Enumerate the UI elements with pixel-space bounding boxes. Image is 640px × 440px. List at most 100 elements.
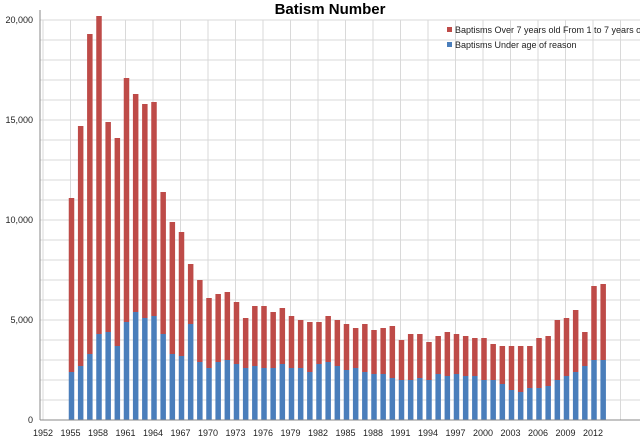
bars <box>68 16 606 420</box>
x-tick-label: 2000 <box>473 428 493 438</box>
y-tick-labels: 0 5,000 10,000 15,000 20,000 <box>5 15 33 425</box>
chart-title: Batism Number <box>275 1 386 18</box>
bar-under-age-of-reason <box>582 366 588 420</box>
bar-under-age-of-reason <box>343 370 350 420</box>
legend-swatch <box>447 42 452 47</box>
x-tick-label: 1976 <box>253 428 273 438</box>
bar-under-age-of-reason <box>142 318 148 420</box>
x-tick-label: 1991 <box>390 428 410 438</box>
bar-under-age-of-reason <box>87 354 93 420</box>
bar-under-age-of-reason <box>316 364 322 420</box>
bar-under-age-of-reason <box>499 384 506 420</box>
bar-over-7-years <box>96 16 102 334</box>
x-tick-label: 1979 <box>280 428 300 438</box>
x-tick-label: 2006 <box>528 428 548 438</box>
bar-over-7-years <box>398 340 405 380</box>
bar-over-7-years <box>87 34 93 354</box>
bar-under-age-of-reason <box>435 374 441 420</box>
bar-under-age-of-reason <box>252 366 258 420</box>
bar-under-age-of-reason <box>160 334 166 420</box>
bar-under-age-of-reason <box>169 354 176 420</box>
bar-under-age-of-reason <box>554 380 561 420</box>
bar-under-age-of-reason <box>206 368 212 420</box>
bar-over-7-years <box>215 294 221 362</box>
x-tick-label: 1988 <box>363 428 383 438</box>
bar-over-7-years <box>499 346 506 384</box>
bar-under-age-of-reason <box>362 372 368 420</box>
x-tick-label: 2012 <box>583 428 603 438</box>
legend-label: Baptisms Over 7 years old From 1 to 7 ye… <box>455 25 640 35</box>
x-tick-label: 1994 <box>418 428 438 438</box>
bar-over-7-years <box>545 336 551 386</box>
bar-under-age-of-reason <box>417 378 423 420</box>
bar-under-age-of-reason <box>96 334 102 420</box>
x-tick-label: 1952 <box>33 428 53 438</box>
bar-over-7-years <box>252 306 258 366</box>
bar-under-age-of-reason <box>600 360 606 420</box>
bar-under-age-of-reason <box>517 392 524 420</box>
bar-under-age-of-reason <box>270 368 276 420</box>
bar-over-7-years <box>508 346 515 390</box>
bar-under-age-of-reason <box>215 362 221 420</box>
bar-under-age-of-reason <box>178 356 185 420</box>
bar-under-age-of-reason <box>261 368 267 420</box>
bar-over-7-years <box>261 306 267 368</box>
bar-over-7-years <box>316 322 322 364</box>
bar-under-age-of-reason <box>453 374 460 420</box>
y-tick-label: 20,000 <box>5 15 33 25</box>
bar-over-7-years <box>334 320 341 366</box>
bar-over-7-years <box>591 286 597 360</box>
bar-under-age-of-reason <box>490 380 496 420</box>
legend-swatch <box>447 27 452 32</box>
bar-under-age-of-reason <box>325 362 331 420</box>
bar-over-7-years <box>536 338 542 388</box>
bar-over-7-years <box>582 332 588 366</box>
bar-over-7-years <box>481 338 487 380</box>
bar-under-age-of-reason <box>398 380 405 420</box>
bar-under-age-of-reason <box>426 380 432 420</box>
bar-under-age-of-reason <box>288 368 295 420</box>
x-tick-label: 1958 <box>88 428 108 438</box>
bar-under-age-of-reason <box>224 360 231 420</box>
bar-under-age-of-reason <box>334 366 341 420</box>
x-tick-labels: 1952 1955 1958 1961 1964 1967 1970 1973 1976 1979… <box>33 428 603 438</box>
bar-under-age-of-reason <box>105 332 111 420</box>
bar-over-7-years <box>114 138 121 346</box>
x-tick-label: 1970 <box>198 428 218 438</box>
bar-over-7-years <box>197 280 203 362</box>
bar-over-7-years <box>325 316 331 362</box>
bar-under-age-of-reason <box>114 346 121 420</box>
bar-over-7-years <box>169 222 176 354</box>
bar-over-7-years <box>472 338 478 376</box>
bar-under-age-of-reason <box>389 378 396 420</box>
bar-over-7-years <box>407 334 414 380</box>
bar-over-7-years <box>527 346 533 388</box>
x-tick-label: 1961 <box>115 428 135 438</box>
bar-over-7-years <box>417 334 423 378</box>
bar-under-age-of-reason <box>77 366 84 420</box>
bar-over-7-years <box>371 330 377 374</box>
bar-over-7-years <box>600 284 606 360</box>
bar-under-age-of-reason <box>462 376 469 420</box>
x-tick-label: 1955 <box>60 428 80 438</box>
bar-over-7-years <box>453 334 460 374</box>
bar-under-age-of-reason <box>68 372 75 420</box>
bar-under-age-of-reason <box>481 380 487 420</box>
bar-under-age-of-reason <box>380 374 386 420</box>
bar-under-age-of-reason <box>307 372 313 420</box>
legend: Baptisms Over 7 years old From 1 to 7 ye… <box>447 25 640 50</box>
bar-over-7-years <box>142 104 148 318</box>
bar-over-7-years <box>444 332 451 376</box>
x-tick-label: 1997 <box>445 428 465 438</box>
axes <box>39 10 640 421</box>
bar-over-7-years <box>297 320 304 368</box>
x-tick-label: 1967 <box>170 428 190 438</box>
bar-under-age-of-reason <box>352 368 359 420</box>
bar-over-7-years <box>105 122 111 332</box>
bar-over-7-years <box>490 344 496 380</box>
bar-under-age-of-reason <box>508 390 515 420</box>
x-tick-label: 1964 <box>143 428 163 438</box>
bar-over-7-years <box>435 336 441 374</box>
bar-over-7-years <box>517 346 524 392</box>
y-tick-label: 0 <box>28 415 33 425</box>
